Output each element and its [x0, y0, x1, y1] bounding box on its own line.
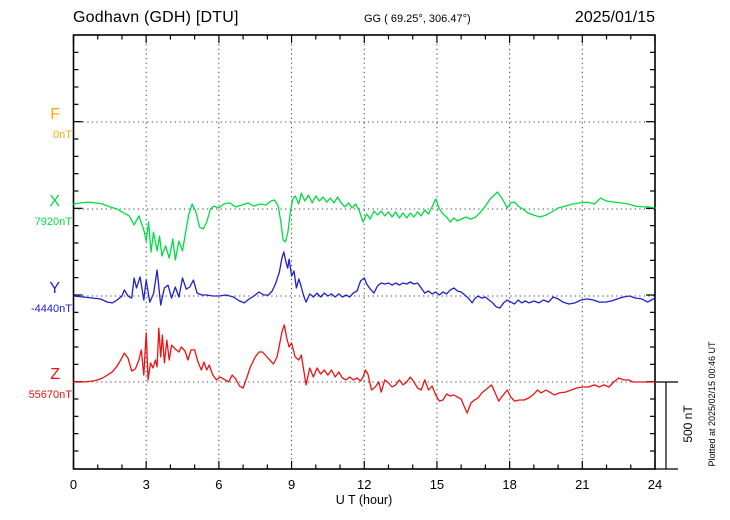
- x-tick-label-24: 24: [647, 477, 663, 492]
- trace-X: [72, 191, 656, 261]
- component-baseline-value-X: 7920nT: [34, 216, 72, 228]
- x-tick-label-15: 15: [429, 477, 445, 492]
- component-letter-Z: Z: [50, 366, 60, 383]
- component-baseline-value-Z: 55670nT: [28, 389, 72, 401]
- x-tick-label-3: 3: [142, 477, 150, 492]
- plot-date: 2025/01/15: [574, 9, 655, 26]
- x-axis-title: U T (hour): [335, 493, 393, 507]
- component-letter-F: F: [50, 106, 60, 123]
- x-tick-label-6: 6: [215, 477, 223, 492]
- component-baseline-value-F: 0nT: [53, 129, 72, 141]
- component-letter-Y: Y: [49, 280, 60, 297]
- component-letter-X: X: [49, 193, 60, 210]
- x-tick-label-21: 21: [575, 477, 590, 492]
- geographic-coordinates: GG ( 69.25°, 306.47°): [364, 13, 471, 25]
- x-tick-label-18: 18: [502, 477, 517, 492]
- plotted-timestamp-note: Plotted at 2025/02/15 00:46 UT: [707, 341, 717, 467]
- x-tick-label-9: 9: [287, 477, 296, 492]
- scale-bar-label: 500 nT: [681, 405, 695, 443]
- component-baseline-value-Y: -4440nT: [31, 303, 72, 315]
- x-tick-label-0: 0: [69, 477, 78, 492]
- x-tick-label-12: 12: [357, 477, 372, 492]
- trace-Y: [72, 251, 656, 309]
- station-title: Godhavn (GDH) [DTU]: [73, 9, 239, 26]
- trace-Z: [72, 324, 656, 414]
